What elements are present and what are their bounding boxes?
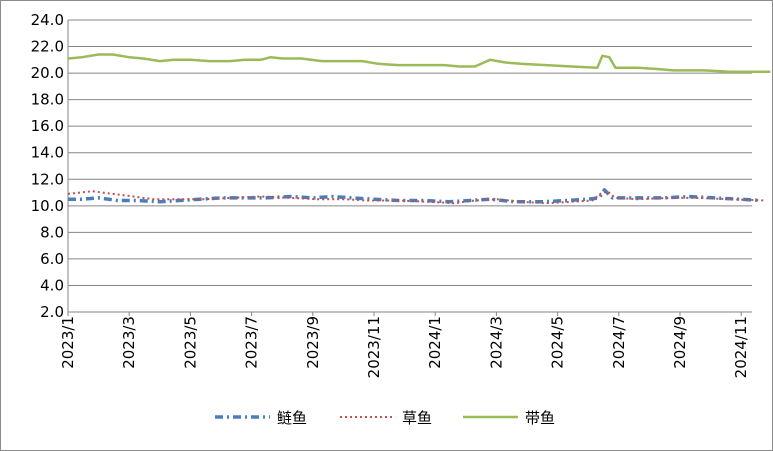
x-tick-label: 2023/3 <box>120 316 138 369</box>
x-tick-label: 2024/3 <box>487 316 505 369</box>
x-tick-label: 2024/5 <box>549 316 567 369</box>
x-tick-label: 2024/1 <box>426 316 444 369</box>
y-tick-label: 4.0 <box>40 276 64 294</box>
x-tick-label: 2023/1 <box>59 316 77 369</box>
y-tick-label: 16.0 <box>31 117 64 135</box>
y-tick-label: 20.0 <box>31 64 64 82</box>
x-tick-label: 2024/9 <box>671 316 689 369</box>
x-tick-label: 2024/7 <box>610 316 628 369</box>
x-tick-label: 2023/11 <box>365 316 383 378</box>
legend-label-3: 带鱼 <box>525 409 555 427</box>
legend-label-1: 鲢鱼 <box>277 409 307 427</box>
y-tick-label: 8.0 <box>40 223 64 241</box>
x-tick-label: 2023/7 <box>243 316 261 369</box>
x-tick-label: 2023/9 <box>304 316 322 369</box>
series-line-1 <box>68 188 761 204</box>
y-tick-label: 2.0 <box>40 303 64 321</box>
y-tick-label: 12.0 <box>31 170 64 188</box>
y-tick-label: 6.0 <box>40 250 64 268</box>
y-tick-label: 10.0 <box>31 197 64 215</box>
y-tick-label: 24.0 <box>31 11 64 29</box>
y-tick-label: 18.0 <box>31 91 64 109</box>
series-line-3 <box>67 53 771 74</box>
y-tick-label: 22.0 <box>31 38 64 56</box>
x-tick-label: 2024/11 <box>732 316 750 378</box>
y-tick-label: 14.0 <box>31 144 64 162</box>
x-tick-label: 2023/5 <box>181 316 199 369</box>
legend-label-2: 草鱼 <box>402 409 432 427</box>
